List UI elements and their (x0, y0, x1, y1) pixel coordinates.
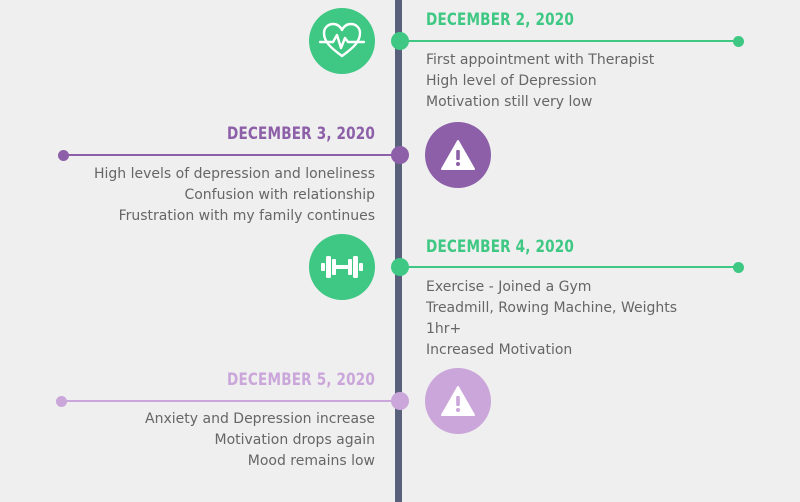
event-icon-circle (309, 234, 375, 300)
event-line: Anxiety and Depression increase (145, 411, 375, 427)
event-date: DECEMBER 2, 2020 (426, 10, 575, 30)
event-date: DECEMBER 5, 2020 (226, 370, 375, 390)
event-date: DECEMBER 4, 2020 (426, 237, 575, 257)
event-icon-circle (425, 122, 491, 188)
event-line: First appointment with Therapist (426, 52, 655, 68)
event-line: 1hr+ (426, 321, 462, 337)
event-description: Anxiety and Depression increase Motivati… (145, 409, 375, 472)
event-line: High levels of depression and loneliness (93, 166, 375, 182)
connector-line (64, 154, 400, 156)
event-line: Confusion with relationship (184, 187, 375, 203)
connector-line (62, 400, 400, 402)
event-line: Increased Motivation (426, 342, 573, 358)
event-description: First appointment with Therapist High le… (426, 50, 654, 113)
end-dot (58, 150, 69, 161)
event-description: High levels of depression and loneliness… (94, 164, 375, 227)
event-line: High level of Depression (426, 73, 597, 89)
event-line: Motivation drops again (214, 432, 376, 448)
dumbbell-icon (321, 256, 363, 278)
event-line: Frustration with my family continues (118, 208, 375, 224)
axis-node (391, 32, 409, 50)
event-line: Mood remains low (247, 453, 375, 469)
event-date: DECEMBER 3, 2020 (226, 124, 375, 144)
timeline-axis (395, 0, 402, 502)
axis-node (391, 146, 409, 164)
event-icon-circle (309, 8, 375, 74)
axis-node (391, 258, 409, 276)
warning-icon (441, 140, 475, 170)
event-description: Exercise - Joined a Gym Treadmill, Rowin… (426, 277, 677, 361)
end-dot (56, 396, 67, 407)
event-line: Treadmill, Rowing Machine, Weights (426, 300, 678, 316)
end-dot (733, 262, 744, 273)
connector-line (400, 40, 738, 42)
heart-pulse-icon (319, 22, 365, 58)
event-line: Motivation still very low (426, 94, 593, 110)
event-icon-circle (425, 368, 491, 434)
connector-line (400, 266, 738, 268)
axis-node (391, 392, 409, 410)
event-line: Exercise - Joined a Gym (426, 279, 592, 295)
end-dot (733, 36, 744, 47)
warning-icon (441, 386, 475, 416)
